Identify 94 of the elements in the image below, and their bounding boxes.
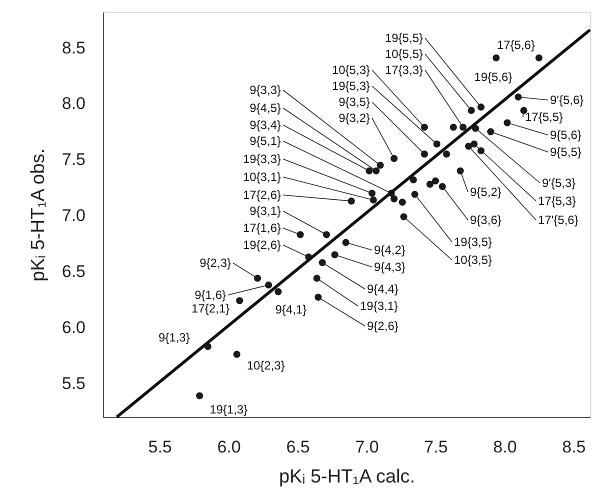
y-tick-label: 7.0 [62,206,86,226]
annotation: 9{3,6} [470,213,502,227]
annotation: 9{5,2} [470,185,502,199]
point [233,350,240,358]
point [492,54,500,62]
x-tick-label: 6.0 [217,438,241,456]
annotation: 19{3,3} [242,152,281,166]
point [477,104,485,111]
y-tick-label: 8.0 [62,94,86,114]
annotation: 10{5,3} [332,63,370,77]
annotation: 9{3,5} [338,95,370,109]
point [420,150,428,158]
point [318,259,326,266]
point [432,177,440,184]
annotation: 9{4,3} [374,260,406,274]
x-tick-label: 6.5 [286,438,310,456]
annotation: 19{2,6} [242,238,281,252]
point [236,297,244,304]
x-tick-label: 8.5 [562,438,586,456]
point [372,167,380,174]
annotation: 19{5,5} [384,31,423,45]
annotation: 9'{5,6} [550,93,584,107]
x-tick-label: 8.0 [493,438,517,456]
annotation: 19{3,1} [360,299,398,313]
annotation: 10{2,3} [246,358,285,372]
y-tick-label: 5.5 [62,374,86,393]
annotation: 9{5,1} [250,134,281,148]
y-axis-title: pKᵢ 5-HT₁A obs. [28,148,49,282]
point [520,106,528,114]
point [410,176,417,184]
x-tick-label: 7.0 [355,438,379,456]
annotation: 9{4,1} [275,302,307,317]
annotation: 9{3,4} [250,118,281,132]
point [274,288,282,296]
annotation: 9{3,3} [250,83,281,97]
point [420,124,428,131]
annotation: 17{5,3} [538,194,576,208]
annotation: 17{3,3} [384,63,423,77]
point [426,180,434,188]
annotation: 9{4,5} [250,101,281,115]
annotation: 9{2,6} [367,319,398,333]
annotation: 9{1,6} [194,288,226,302]
annotation: 9{2,3} [200,256,231,270]
annotation: 10{5,5} [384,47,423,61]
annotation: 17{5,6} [496,38,535,52]
annotation: 17{2,1} [192,302,230,316]
point [342,238,350,246]
point [535,54,542,62]
annotation: 19{3,5} [454,235,492,249]
y-tick-label: 7.5 [62,150,86,170]
point [456,167,464,174]
point [254,274,262,282]
point [398,198,406,206]
y-tick-label: 8.5 [62,38,86,58]
point [433,140,440,148]
annotation: 9{3,1} [250,204,281,218]
annotation: 17'{5,6} [538,213,578,227]
point [470,140,478,148]
annotation: 9{5,5} [550,145,582,159]
point [368,190,376,197]
annotation: 9'{5,3} [542,176,576,190]
annotation: 19{5,3} [332,79,370,93]
y-tick-label: 6.5 [62,262,86,282]
x-tick-label: 7.5 [424,438,448,456]
point [313,274,320,282]
point [442,150,450,158]
point [348,198,355,205]
annotation: 9{3,2} [338,111,370,125]
point [196,392,204,400]
point [322,231,330,238]
point [265,281,272,289]
point [438,183,446,190]
point [468,106,475,114]
point [370,196,377,204]
point [460,124,467,131]
y-tick-label: 6.0 [62,318,86,337]
point [450,124,457,131]
annotation: 10{3,5} [454,253,492,267]
annotation: 17{2,6} [242,188,281,202]
annotation: 9{1,3} [158,330,190,345]
x-axis-title: pKᵢ 5-HT₁A calc. [278,466,416,488]
annotation: 9{5,6} [550,128,582,142]
annotation: 17{1,6} [242,221,281,235]
annotation: 9{4,4} [367,282,398,296]
x-tick-label: 5.5 [148,438,172,456]
point [331,251,338,258]
point [514,94,522,101]
point [390,195,398,202]
point [390,155,398,162]
annotation: 19{5,6} [474,70,512,84]
annotation: 9{4,2} [374,243,406,257]
annotation: 19{1,3} [210,402,248,417]
annotation: 10{3,1} [242,170,281,184]
annotation: 17{5,5} [525,110,564,124]
